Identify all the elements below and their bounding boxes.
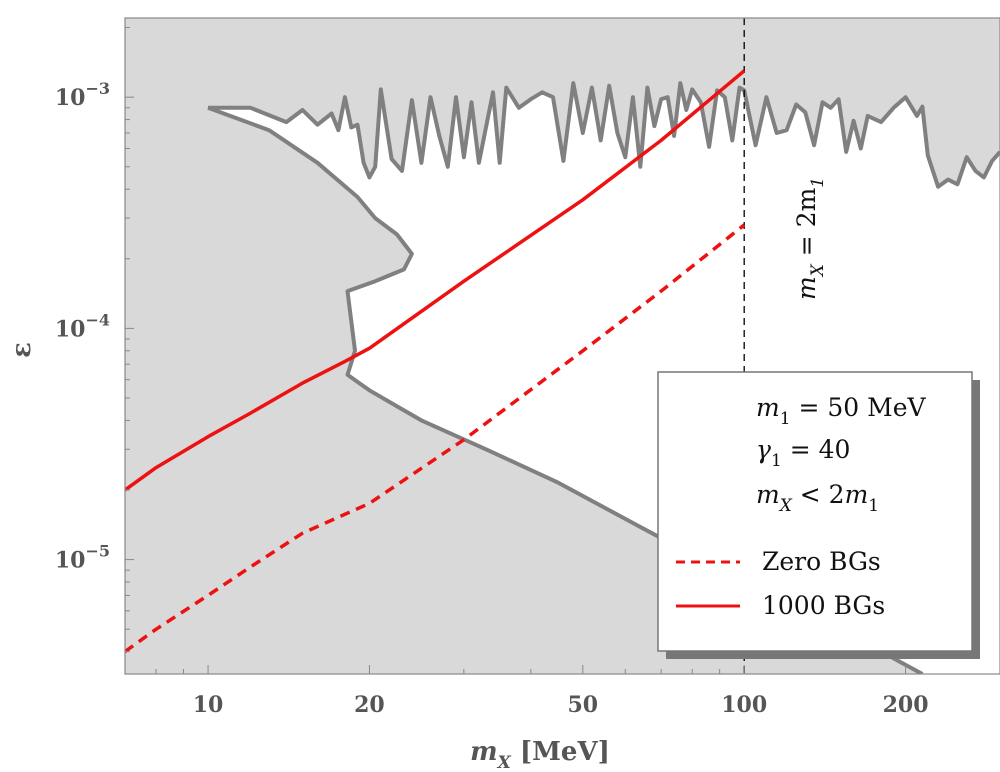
x-axis-title: mX [MeV] [470, 737, 610, 772]
legend-label-1000-bgs: 1000 BGs [762, 591, 885, 620]
legend-param-m1: m1 = 50 MeV [756, 393, 927, 429]
x-tick-label: 50 [567, 692, 598, 718]
series-1000-bgs [125, 69, 746, 492]
series-zero-bgs [125, 223, 746, 654]
legend-label-zero-bgs: Zero BGs [762, 547, 881, 576]
legend-param-gamma1: γ1 = 40 [756, 435, 850, 471]
upper-exclusion-boundary [208, 81, 1000, 189]
x-tick-label: 10 [193, 692, 224, 718]
x-tick-label: 100 [721, 692, 767, 718]
plot-frame [124, 17, 1000, 675]
threshold-line-label: mX = 2m1 [792, 177, 828, 300]
y-tick-label: 10−4 [55, 310, 110, 342]
legend-param-mx: mX < 2m1 [756, 480, 879, 516]
y-tick-label: 10−5 [55, 542, 110, 574]
x-tick-label: 20 [354, 692, 385, 718]
x-tick-label: 200 [883, 692, 929, 718]
y-tick-label: 10−3 [55, 79, 110, 111]
y-axis-title: ε [7, 342, 37, 358]
legend: m1 = 50 MeV γ1 = 40 mX < 2m1 Zero BGs 10… [657, 371, 980, 659]
